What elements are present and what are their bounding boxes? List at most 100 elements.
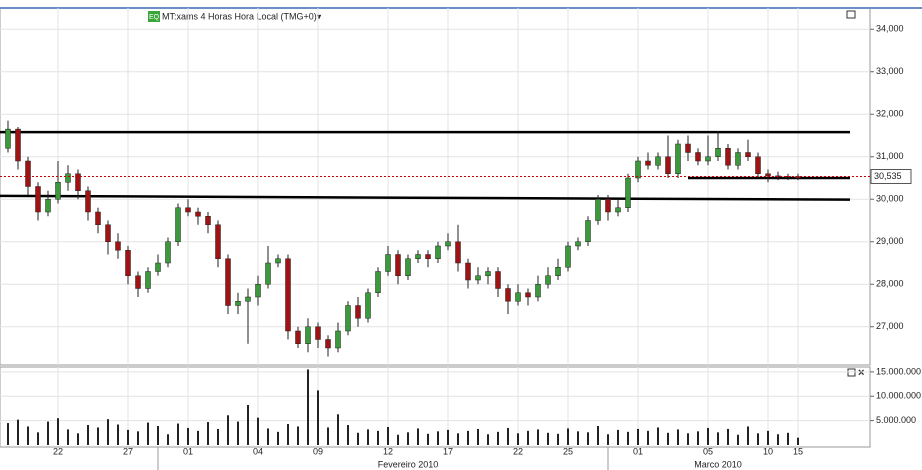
volume-bar <box>737 434 739 445</box>
volume-bar <box>607 434 609 445</box>
candle-body <box>655 156 661 166</box>
volume-bar <box>557 433 559 445</box>
volume-bar <box>207 422 209 445</box>
candle-body <box>565 245 571 268</box>
y2-tick-label: 15.000.000 <box>876 366 921 376</box>
volume-bar <box>277 431 279 445</box>
candle-body <box>735 152 741 166</box>
volume-bar <box>707 427 709 445</box>
candle-body <box>215 224 221 259</box>
candle-body <box>405 258 411 276</box>
y2-tick-label: 5.000.000 <box>876 415 916 425</box>
volume-bar <box>787 432 789 445</box>
volume-bar <box>727 428 729 445</box>
candle-body <box>455 241 461 264</box>
candle-body <box>465 262 471 281</box>
volume-bar <box>657 427 659 445</box>
volume-bar <box>697 431 699 445</box>
candle-body <box>525 292 531 298</box>
candle-body <box>685 143 691 153</box>
volume-bar <box>617 429 619 445</box>
y-tick-label: 30,000 <box>876 194 904 204</box>
candle-body <box>155 262 161 272</box>
x-tick-label: 25 <box>563 446 573 456</box>
candle-body <box>745 152 751 157</box>
x-tick-label: 22 <box>513 446 523 456</box>
last-price-box <box>870 169 912 185</box>
volume-bar <box>247 405 249 445</box>
candle-body <box>165 241 171 264</box>
volume-bar <box>87 425 89 445</box>
candle-body <box>705 156 711 162</box>
candle-body <box>515 292 521 302</box>
volume-bar <box>767 430 769 445</box>
x-tick-label: 04 <box>253 446 263 456</box>
close-icon[interactable]: × <box>858 367 864 379</box>
candle-body <box>75 173 81 191</box>
maximize-icon[interactable] <box>847 368 856 377</box>
volume-bar <box>437 431 439 445</box>
volume-bar <box>777 434 779 445</box>
candle-body <box>605 199 611 213</box>
candle-body <box>5 128 11 149</box>
volume-panel <box>0 366 871 448</box>
candle-body <box>755 156 761 174</box>
volume-bar <box>347 425 349 445</box>
volume-bar <box>127 429 129 445</box>
volume-bar <box>117 424 119 445</box>
volume-bar <box>147 422 149 445</box>
y-tick-label: 29,000 <box>876 236 904 246</box>
y-tick-label: 32,000 <box>876 109 904 119</box>
volume-bar <box>627 431 629 445</box>
y-tick-label: 34,000 <box>876 24 904 34</box>
volume-bar <box>407 432 409 445</box>
volume-bar <box>157 425 159 445</box>
candle-body <box>35 186 41 213</box>
candle-body <box>595 199 601 221</box>
volume-bar <box>597 425 599 445</box>
candle-body <box>285 258 291 332</box>
y-tick-label: 33,000 <box>876 66 904 76</box>
volume-bar <box>577 431 579 445</box>
candle-body <box>445 241 451 247</box>
candle-body <box>145 271 151 289</box>
volume-bar <box>227 415 229 445</box>
volume-bar <box>57 418 59 445</box>
volume-bar <box>487 434 489 445</box>
volume-bar <box>307 369 309 445</box>
candle-body <box>15 128 21 162</box>
volume-bar <box>417 428 419 445</box>
volume-bar <box>647 430 649 445</box>
volume-bar <box>527 430 529 445</box>
candle-body <box>275 258 281 264</box>
volume-bar <box>267 428 269 445</box>
volume-bar <box>287 424 289 445</box>
x-tick-label: 10 <box>763 446 773 456</box>
x-tick-label: 01 <box>633 446 643 456</box>
month-label: Marco 2010 <box>694 459 742 469</box>
candle-body <box>375 271 381 293</box>
candle-body <box>535 284 541 298</box>
volume-bar <box>377 430 379 445</box>
volume-bar <box>97 427 99 445</box>
candle-body <box>365 292 371 319</box>
x-tick-label: 12 <box>383 446 393 456</box>
candle-body <box>485 271 491 276</box>
volume-bar <box>337 414 339 445</box>
volume-bar <box>547 432 549 445</box>
volume-bar <box>27 426 29 445</box>
volume-bar <box>587 432 589 445</box>
volume-bar <box>67 429 69 445</box>
volume-bar <box>317 390 319 445</box>
maximize-icon[interactable] <box>846 10 856 19</box>
volume-bar <box>757 433 759 445</box>
volume-bar <box>47 421 49 445</box>
volume-bar <box>567 428 569 445</box>
x-tick-label: 27 <box>123 446 133 456</box>
volume-bar <box>667 432 669 445</box>
x-tick-label: 09 <box>313 446 323 456</box>
volume-bar <box>297 426 299 445</box>
candle-body <box>715 148 721 157</box>
candle-body <box>695 152 701 162</box>
